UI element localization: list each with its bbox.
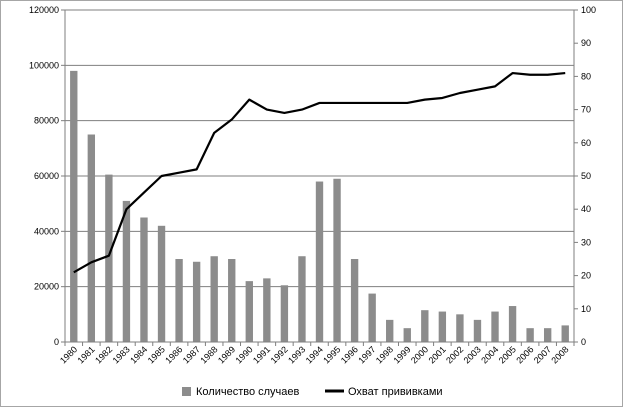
left-tick-label: 0 (54, 337, 59, 347)
bar (368, 293, 376, 342)
bar (386, 319, 394, 342)
bar (526, 328, 534, 342)
right-tick-label: 70 (581, 105, 591, 115)
right-axis-ticks: 0 10 20 30 40 50 60 70 80 90 100 (574, 5, 596, 347)
left-tick-label: 80000 (34, 116, 59, 126)
x-tick-label: 1991 (251, 344, 272, 365)
right-tick-label: 50 (581, 171, 591, 181)
x-tick-label: 1985 (146, 344, 167, 365)
bar (228, 259, 236, 342)
bar (280, 285, 289, 342)
x-tick-label: 1990 (233, 344, 254, 365)
bar (491, 311, 499, 342)
x-tick-label: 1989 (216, 344, 237, 365)
x-tick-label: 1993 (286, 344, 307, 365)
x-tick-label: 2000 (409, 344, 430, 365)
left-tick-label: 20000 (34, 282, 59, 292)
x-tick-label: 2002 (444, 344, 465, 365)
right-tick-label: 40 (581, 204, 591, 214)
x-tick-label: 1988 (198, 344, 219, 365)
x-tick-label: 1994 (304, 344, 325, 365)
right-tick-label: 10 (581, 304, 591, 314)
bar (456, 314, 464, 342)
right-tick-label: 0 (581, 337, 586, 347)
x-tick-label: 1983 (111, 344, 132, 365)
bar (70, 70, 78, 342)
gridlines (65, 9, 574, 288)
x-tick-label: 1986 (163, 344, 184, 365)
legend-line-label: Охват прививками (348, 386, 443, 398)
left-tick-label: 100000 (29, 60, 59, 70)
bar (315, 181, 324, 342)
line-path (73, 71, 566, 274)
bar (263, 278, 271, 342)
x-tick-label: 1984 (128, 344, 149, 365)
right-tick-label: 20 (581, 271, 591, 281)
bar (508, 306, 517, 342)
bar (350, 259, 359, 342)
line-series (73, 71, 566, 274)
x-tick-label: 1982 (93, 344, 114, 365)
bar (105, 174, 113, 342)
left-tick-label: 60000 (34, 171, 59, 181)
legend-bar-label: Количество случаев (196, 386, 300, 398)
bar (210, 256, 218, 342)
right-tick-label: 60 (581, 138, 591, 148)
x-tick-label: 1996 (339, 344, 360, 365)
bar (157, 225, 166, 342)
x-tick-label: 1992 (269, 344, 290, 365)
bar (421, 310, 429, 342)
bar-series (70, 70, 569, 342)
x-tick-label: 2006 (514, 344, 535, 365)
bar (175, 259, 183, 342)
right-tick-label: 80 (581, 71, 591, 81)
x-tick-label: 1987 (181, 344, 202, 365)
bar (298, 256, 306, 342)
right-tick-label: 90 (581, 38, 591, 48)
x-tick-label: 2008 (549, 344, 570, 365)
bar (333, 178, 341, 342)
right-tick-label: 100 (581, 5, 596, 15)
bar (473, 319, 482, 342)
bar (140, 217, 148, 342)
x-tick-label: 1995 (321, 344, 342, 365)
left-tick-label: 40000 (34, 226, 59, 236)
bar (543, 328, 552, 342)
bar (403, 328, 411, 342)
bar (192, 261, 201, 342)
x-tick-label: 2007 (532, 344, 553, 365)
left-axis-ticks: 0 20000 40000 60000 80000 100000 120000 (29, 5, 65, 347)
x-tick-label: 1998 (374, 344, 395, 365)
legend-bar-swatch (182, 387, 191, 396)
x-tick-label: 1981 (76, 344, 97, 365)
bar (87, 134, 96, 342)
bar (122, 200, 131, 342)
x-tick-label: 2001 (427, 344, 448, 365)
x-axis-ticks: 1980198119821983198419851986198719881989… (58, 342, 575, 366)
bar (245, 281, 253, 342)
x-tick-label: 2005 (497, 344, 518, 365)
x-tick-label: 2004 (479, 344, 500, 365)
x-tick-label: 2003 (462, 344, 483, 365)
right-tick-label: 30 (581, 237, 591, 247)
left-tick-label: 120000 (29, 5, 59, 15)
x-tick-label: 1999 (391, 344, 412, 365)
legend: Количество случаев Охват прививками (182, 386, 443, 398)
bar (561, 325, 569, 342)
x-tick-label: 1980 (58, 344, 79, 365)
bar (438, 311, 447, 342)
x-tick-label: 1997 (356, 344, 377, 365)
